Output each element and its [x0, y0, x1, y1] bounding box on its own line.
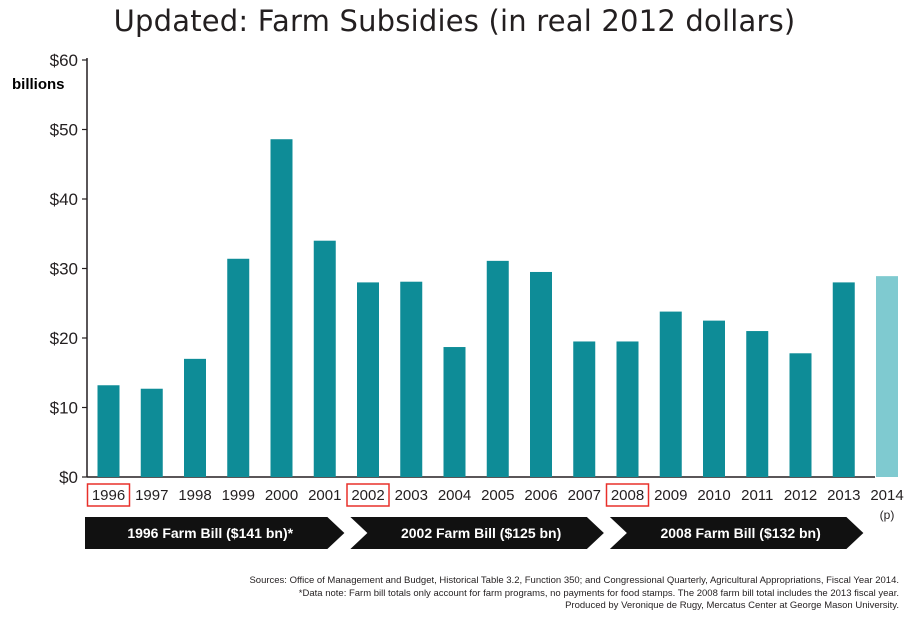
x-tick-label-2008: 2008 — [611, 487, 644, 504]
x-tick-label-1998: 1998 — [178, 487, 211, 504]
bar-2001 — [313, 240, 336, 477]
farm-bill-label: 2008 Farm Bill ($132 bn) — [660, 525, 820, 541]
farm-bill-arrows: 1996 Farm Bill ($141 bn)* 2002 Farm Bill … — [85, 517, 864, 549]
bar-2008 — [616, 341, 639, 477]
y-tick-label: $20 — [50, 329, 78, 348]
x-tick-label-2011: 2011 — [741, 487, 773, 504]
y-tick-label: $50 — [50, 121, 78, 140]
bar-1997 — [140, 388, 163, 477]
source-note: Sources: Office of Management and Budget… — [249, 575, 899, 586]
bar-2013 — [832, 282, 855, 477]
bar-2003 — [400, 281, 423, 477]
x-tick-label-2014: 2014 — [870, 487, 903, 504]
y-tick-label: $60 — [50, 51, 78, 70]
bar-2009 — [659, 311, 682, 477]
farm-bill-arrow — [85, 517, 345, 549]
y-tick-label: $30 — [50, 260, 78, 279]
farm-bill-arrow — [350, 517, 604, 549]
y-axis: $0 $10 $20 $30 $40 $50 $60 billions — [12, 51, 875, 487]
x-tick-label-2010: 2010 — [697, 487, 730, 504]
x-tick-label-2005: 2005 — [481, 487, 514, 504]
bar-2012 — [789, 353, 812, 477]
producer-note: Produced by Veronique de Rugy, Mercatus … — [565, 600, 899, 611]
highlight-box-1996 — [86, 483, 131, 507]
x-tick-label-2012: 2012 — [784, 487, 817, 504]
x-tick-label-2002: 2002 — [351, 487, 384, 504]
x-tick-label-2006: 2006 — [524, 487, 557, 504]
x-tick-label-2001: 2001 — [308, 487, 341, 504]
bar-2005 — [486, 260, 509, 477]
bar-1998 — [184, 358, 206, 477]
x-tick-label-1997: 1997 — [135, 487, 168, 504]
chart-title: Updated: Farm Subsidies (in real 2012 do… — [113, 4, 796, 38]
x-tick-label-2009: 2009 — [654, 487, 687, 504]
x-tick-label-2007: 2007 — [568, 487, 601, 504]
bar-1999 — [227, 258, 250, 477]
x-tick-label-2013: 2013 — [827, 487, 860, 504]
x-tick-label-2004: 2004 — [438, 487, 471, 504]
bars — [97, 139, 898, 478]
farm-bill-arrow — [609, 517, 864, 549]
y-axis-label: billions — [12, 76, 65, 93]
bar-2014 — [876, 276, 898, 477]
y-tick-label: $0 — [59, 468, 78, 487]
bar-1996 — [97, 385, 120, 477]
highlight-box-2002 — [346, 483, 390, 507]
bar-2011 — [746, 331, 769, 477]
bar-2000 — [270, 139, 293, 478]
x-tick-label-1999: 1999 — [222, 487, 255, 504]
x-tick-label-2000: 2000 — [265, 487, 298, 504]
x-tick-label-2003: 2003 — [395, 487, 428, 504]
x-sublabel-2014: (p) — [880, 508, 895, 522]
data-note: *Data note: Farm bill totals only accoun… — [298, 587, 899, 599]
bar-2004 — [443, 347, 466, 477]
farm-bill-label: 1996 Farm Bill ($141 bn)* — [127, 525, 293, 541]
bar-2002 — [357, 282, 379, 477]
y-tick-label: $40 — [50, 190, 78, 209]
bar-2007 — [573, 341, 596, 477]
x-axis-labels: 1996 1997 1998 1999 2000 2001 2002 2003 2004 2005… — [86, 483, 904, 522]
bar-2006 — [530, 271, 552, 477]
y-tick-label: $10 — [50, 399, 78, 418]
farm-bill-label: 2002 Farm Bill ($125 bn) — [401, 525, 561, 541]
bar-2010 — [703, 320, 725, 477]
x-tick-label-1996: 1996 — [92, 487, 125, 504]
highlight-box-2008 — [605, 483, 650, 507]
chart-notes: Sources: Office of Management and Budget… — [19, 575, 899, 613]
